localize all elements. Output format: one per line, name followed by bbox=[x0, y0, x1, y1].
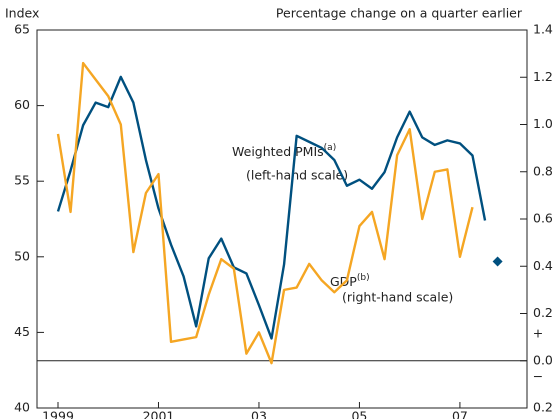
y-tick-label: 55 bbox=[14, 173, 30, 188]
annotation: (left-hand scale) bbox=[246, 168, 348, 183]
y2-tick-label: 1.0 bbox=[533, 116, 553, 131]
y-tick-label: 40 bbox=[14, 400, 30, 415]
y-tick-label: 50 bbox=[14, 248, 30, 263]
y2-tick-label: 0.2 bbox=[533, 305, 553, 320]
y2-tick-label: 0.8 bbox=[533, 163, 553, 178]
series-line bbox=[56, 61, 474, 365]
projection-marker bbox=[492, 256, 503, 267]
series-line bbox=[56, 75, 487, 340]
annotation: Weighted PMIs(a) bbox=[232, 143, 336, 159]
x-tick-label: 2001 bbox=[143, 409, 175, 419]
x-tick-label: 03 bbox=[251, 409, 267, 419]
y2-tick-label: 0.2 bbox=[533, 400, 553, 415]
sign-label: − bbox=[533, 369, 543, 384]
x-tick-label: 05 bbox=[351, 409, 367, 419]
y-tick-label: 60 bbox=[14, 97, 30, 112]
annotation-superscript: (a) bbox=[324, 143, 337, 153]
y-tick-label: 65 bbox=[14, 22, 30, 37]
x-tick-label: 07 bbox=[452, 409, 468, 419]
sign-label: + bbox=[533, 326, 543, 341]
y-axis-title: Index bbox=[5, 6, 39, 21]
annotation-text: GDP bbox=[330, 274, 357, 289]
y2-tick-label: 1.4 bbox=[533, 22, 553, 37]
y2-axis-title: Percentage change on a quarter earlier bbox=[276, 6, 523, 21]
y2-tick-label: 0.0 bbox=[533, 352, 553, 367]
x-tick-label: 1999 bbox=[42, 409, 74, 419]
annotation: (right-hand scale) bbox=[342, 290, 453, 305]
y-tick-label: 45 bbox=[14, 324, 30, 339]
y2-tick-label: 0.4 bbox=[533, 258, 553, 273]
annotation: GDP(b) bbox=[330, 273, 370, 289]
annotation-text: Weighted PMIs bbox=[232, 144, 324, 159]
annotation-superscript: (b) bbox=[357, 273, 370, 283]
y2-tick-label: 0.6 bbox=[533, 211, 553, 226]
y2-tick-label: 1.2 bbox=[533, 69, 553, 84]
